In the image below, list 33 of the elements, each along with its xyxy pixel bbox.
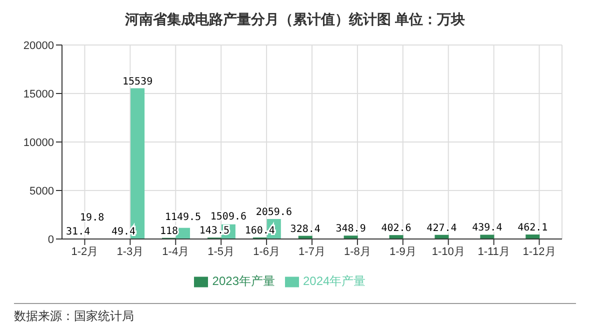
data-label: 427.4 xyxy=(426,222,457,234)
x-tick-label: 1-9月 xyxy=(389,246,416,258)
y-tick-label: 5000 xyxy=(30,185,54,198)
x-tick-label: 1-8月 xyxy=(344,246,371,258)
x-tick-label: 1-5月 xyxy=(208,246,235,258)
data-label: 1149.5 xyxy=(164,212,202,223)
x-tick-label: 1-3月 xyxy=(116,246,144,258)
legend-label: 2024年产量 xyxy=(303,274,366,288)
y-tick-label: 10000 xyxy=(23,136,54,149)
data-label: 439.4 xyxy=(472,222,502,234)
chart-title: 河南省集成电路产量分月（累计值）统计图 单位：万块 xyxy=(124,10,466,29)
data-label: 1509.6 xyxy=(210,212,247,223)
y-tick-label: 0 xyxy=(48,234,54,246)
x-tick-label: 1-6月 xyxy=(253,246,280,258)
data-label: 348.9 xyxy=(336,224,366,235)
source-note: 数据来源：国家统计局 xyxy=(14,308,135,325)
y-tick-label: 15000 xyxy=(23,88,54,100)
data-label: 2059.6 xyxy=(256,207,292,218)
x-tick-label: 1-11月 xyxy=(478,246,510,258)
x-tick-label: 1-10月 xyxy=(432,246,465,258)
x-tick-label: 1-2月 xyxy=(71,246,98,258)
y-tick-label: 20000 xyxy=(23,40,54,52)
data-label: 31.4 xyxy=(66,226,90,238)
data-label: 462.1 xyxy=(518,222,548,234)
data-label: 328.4 xyxy=(290,224,320,235)
x-tick-label: 1-7月 xyxy=(298,246,326,258)
x-tick-label: 1-4月 xyxy=(162,246,190,258)
legend-label: 2023年产量 xyxy=(212,274,275,288)
data-label: 19.8 xyxy=(80,212,104,224)
data-label: 402.6 xyxy=(381,223,412,234)
bar xyxy=(480,234,494,239)
data-label: 15539 xyxy=(122,76,153,88)
x-tick-label: 1-12月 xyxy=(522,246,556,258)
